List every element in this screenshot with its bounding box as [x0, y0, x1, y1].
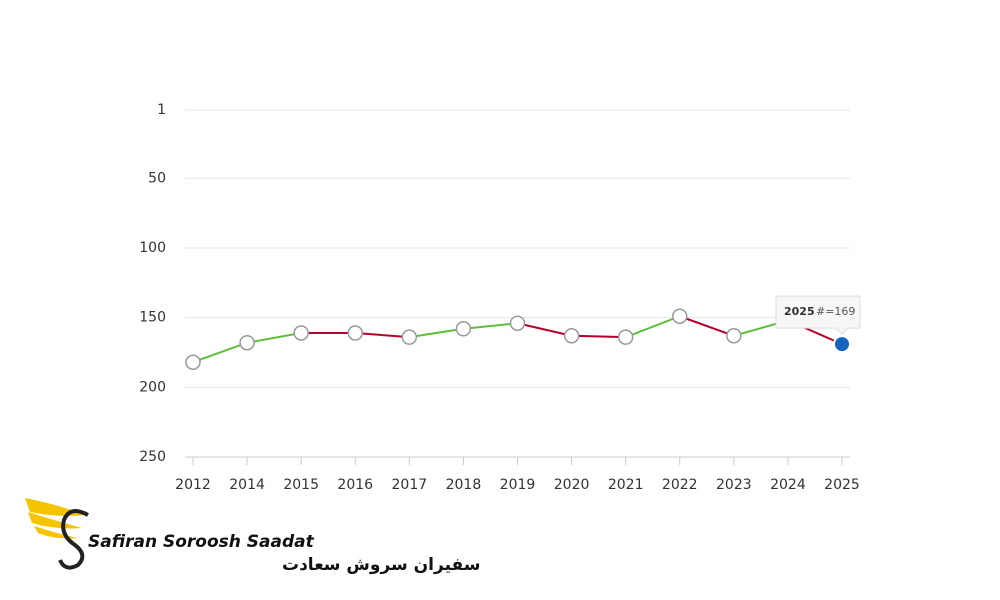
- logo: Safiran Soroosh Saadat سفیران سروش سعادت: [25, 498, 480, 575]
- x-tick-label: 2015: [283, 477, 319, 493]
- tooltip: 2025 #=169: [775, 295, 861, 335]
- line-segment: [571, 334, 626, 339]
- logo-name-en: Safiran Soroosh Saadat: [88, 532, 315, 552]
- x-tick-label: 2024: [770, 477, 806, 493]
- y-tick-label: 1: [157, 102, 166, 118]
- point: [293, 325, 309, 341]
- line-segment: [192, 341, 248, 364]
- x-tick-label: 2019: [500, 477, 536, 493]
- line-segment: [409, 327, 464, 339]
- x-tick-label: 2016: [337, 477, 373, 493]
- logo-s: [58, 509, 89, 570]
- y-tick-label: 150: [139, 310, 166, 326]
- point: [455, 321, 472, 337]
- logo-name-fa: سفیران سروش سعادت: [282, 555, 480, 575]
- point: [509, 315, 526, 331]
- x-tick-label: 2022: [662, 477, 698, 493]
- point: [726, 328, 742, 344]
- point: [401, 329, 418, 345]
- point: [672, 308, 688, 324]
- point: [833, 335, 851, 354]
- line-segment: [246, 331, 302, 344]
- tooltip-value: #=169: [816, 305, 855, 318]
- y-tick-label: 200: [139, 379, 166, 395]
- y-tick-label: 50: [148, 170, 166, 186]
- x-tick-label: 2018: [446, 477, 482, 493]
- line-segment: [625, 315, 681, 339]
- line-segment: [355, 331, 410, 339]
- x-tick-label: 2014: [229, 477, 265, 493]
- tooltip-box: [775, 295, 861, 335]
- logo-wing: [25, 498, 85, 539]
- point: [563, 328, 580, 344]
- x-tick-label: 2023: [716, 477, 752, 493]
- x-tick-label: 2017: [392, 477, 428, 493]
- x-tick-label: 2025: [824, 477, 860, 493]
- x-tick-label: 2020: [554, 477, 590, 493]
- x-tick-label: 2021: [608, 477, 644, 493]
- point: [347, 325, 363, 341]
- line-segment: [463, 322, 518, 330]
- point: [239, 334, 255, 351]
- y-tick-label: 250: [139, 449, 166, 465]
- tooltip-year: 2025: [784, 305, 815, 318]
- y-tick-label: 100: [139, 240, 166, 256]
- x-tick-label: 2012: [175, 477, 211, 493]
- line-segment: [517, 322, 572, 337]
- line-segment: [679, 315, 735, 337]
- point: [617, 329, 634, 345]
- point: [185, 354, 201, 370]
